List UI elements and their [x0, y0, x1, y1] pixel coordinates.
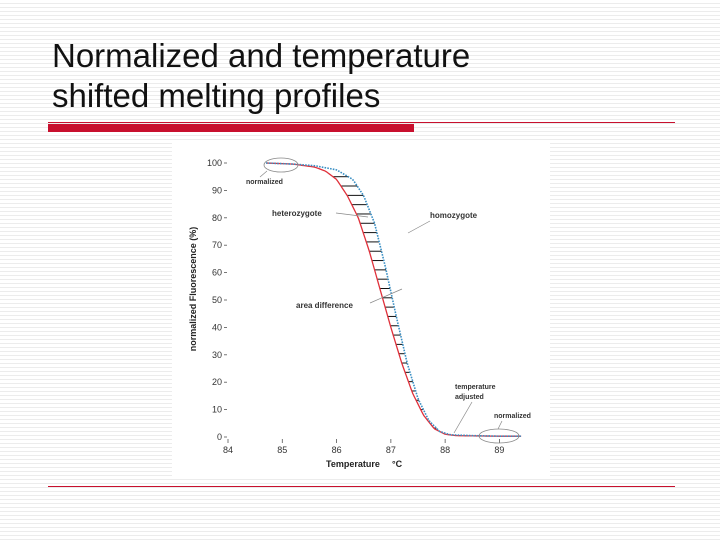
- annotation-temperature-adjusted-line-2: adjusted: [455, 394, 484, 401]
- y-tick-label-60: 60: [212, 268, 222, 278]
- y-tick-label-30: 30: [212, 350, 222, 360]
- y-tick-label-100: 100: [207, 158, 222, 168]
- slide-title-line-2: shifted melting profiles: [52, 77, 381, 114]
- y-axis-title: normalized Fluorescence (%): [188, 227, 198, 352]
- heterozygote-leader: [335, 212, 369, 218]
- normalized-bottom-leader: [497, 420, 503, 430]
- x-axis-title: Temperature: [326, 459, 380, 469]
- normalized-top-ellipse: [263, 157, 299, 173]
- chart-annotations: normalized heterozygote homozygote area …: [246, 157, 531, 444]
- x-tick-label-89: 89: [494, 445, 504, 455]
- x-tick-label-88: 88: [440, 445, 450, 455]
- temperature-adjusted-leader: [453, 401, 473, 434]
- annotation-area-difference: area difference: [296, 301, 353, 310]
- area-difference-hatching: [332, 176, 437, 429]
- x-axis-unit: °C: [392, 459, 403, 469]
- annotation-normalized-top: normalized: [246, 179, 283, 186]
- normalized-top-leader: [259, 170, 268, 178]
- area-difference-leader: [369, 288, 403, 304]
- x-tick-label-87: 87: [386, 445, 396, 455]
- x-tick-label-85: 85: [277, 445, 287, 455]
- slide-title: Normalized and temperature shifted melti…: [52, 36, 692, 116]
- homozygote-leader: [407, 220, 431, 234]
- y-tick-label-20: 20: [212, 377, 222, 387]
- title-divider-thin: [48, 122, 675, 123]
- y-tick-label-90: 90: [212, 185, 222, 195]
- annotation-temperature-adjusted-line-1: temperature: [455, 384, 496, 391]
- y-tick-label-0: 0: [217, 432, 222, 442]
- bottom-divider: [48, 486, 675, 487]
- annotation-heterozygote: heterozygote: [272, 209, 322, 218]
- x-tick-label-86: 86: [332, 445, 342, 455]
- y-tick-label-40: 40: [212, 322, 222, 332]
- normalized-bottom-ellipse: [478, 428, 520, 444]
- y-tick-label-70: 70: [212, 240, 222, 250]
- slide-title-line-1: Normalized and temperature: [52, 37, 471, 74]
- y-tick-label-50: 50: [212, 295, 222, 305]
- melting-profile-chart: 0 10 20 30 40 50 60 70 80 90 100 84 85 86 87 88 89 norm…: [172, 141, 550, 476]
- annotation-homozygote: homozygote: [430, 211, 478, 220]
- y-tick-label-10: 10: [212, 405, 222, 415]
- y-tick-label-80: 80: [212, 213, 222, 223]
- y-axis: 0 10 20 30 40 50 60 70 80 90 100: [207, 158, 227, 442]
- x-tick-label-84: 84: [223, 445, 233, 455]
- annotation-normalized-bottom: normalized: [494, 413, 531, 420]
- title-divider-accent: [48, 124, 414, 132]
- x-axis: 84 85 86 87 88 89: [223, 439, 504, 455]
- chart-svg: 0 10 20 30 40 50 60 70 80 90 100 84 85 86 87 88 89 norm…: [188, 157, 531, 469]
